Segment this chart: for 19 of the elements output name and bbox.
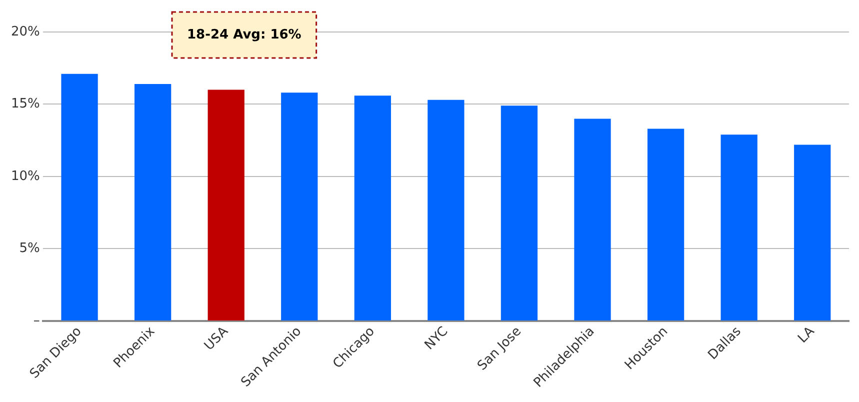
y-tick-label: 15% [10,96,40,112]
bar [134,84,172,320]
y-tick-label: 5% [19,241,40,256]
bar [428,100,464,320]
bar [61,74,98,320]
x-tick-label: USA [202,324,232,354]
bar [794,144,831,320]
bar [720,134,758,320]
annotation: 18-24 Avg: 16% [186,27,302,42]
bar [500,106,538,320]
bar [647,128,684,320]
y-tick-label: – [33,313,40,328]
bar [574,118,611,320]
bar [354,96,391,320]
bar [281,92,318,320]
x-tick-label: LA [795,324,818,346]
y-tick-label: 20% [10,24,40,40]
y-tick-label: 10% [10,168,40,184]
bar [208,90,244,320]
